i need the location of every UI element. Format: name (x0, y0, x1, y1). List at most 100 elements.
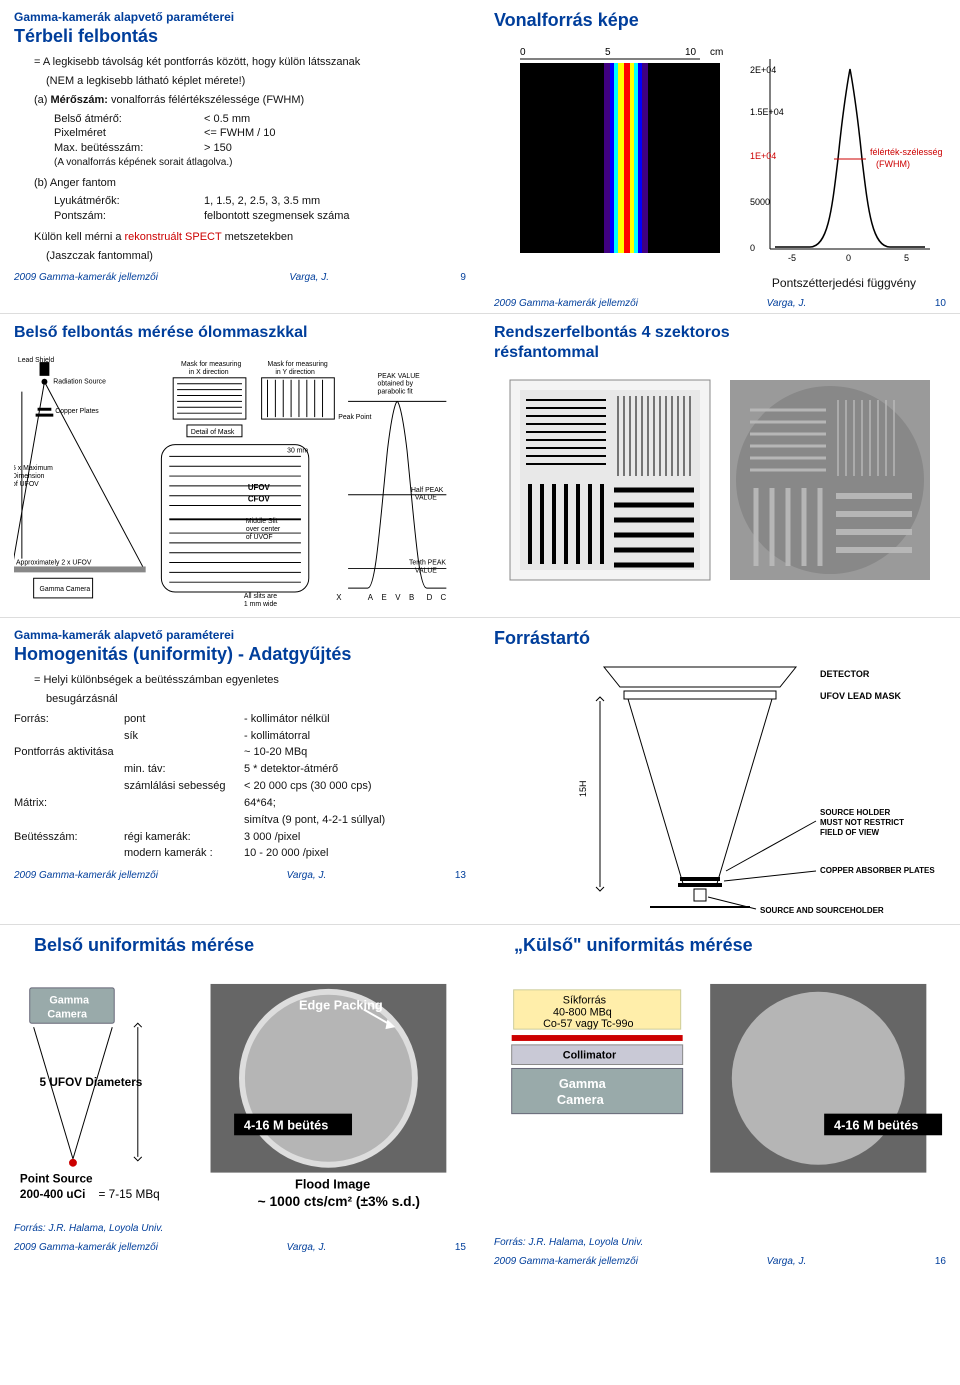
attribution: Forrás: J.R. Halama, Loyola Univ. (14, 1223, 466, 1234)
pretitle: Gamma-kamerák alapvető paraméterei (14, 628, 466, 642)
slit-phantom-figure (494, 370, 946, 600)
svg-text:Gamma: Gamma (559, 1076, 607, 1091)
svg-text:0: 0 (750, 243, 755, 253)
slide-footer: 2009 Gamma-kamerák jellemzői Varga, J. 9 (14, 270, 466, 283)
attribution: Forrás: J.R. Halama, Loyola Univ. (494, 1237, 946, 1248)
svg-text:A: A (368, 593, 374, 602)
svg-text:5 x Maximum: 5 x Maximum (14, 465, 53, 472)
svg-text:X: X (336, 593, 342, 602)
svg-text:30 mm: 30 mm (287, 447, 308, 454)
svg-text:Camera: Camera (47, 1008, 88, 1020)
svg-text:Half PEAK: Half PEAK (411, 487, 444, 494)
extrinsic-uniformity-figure: Síkforrás 40-800 MBq Co-57 vagy Tc-99o C… (494, 964, 946, 1224)
svg-text:DETECTOR: DETECTOR (820, 669, 870, 679)
svg-text:D: D (427, 593, 433, 602)
source-holder-figure: DETECTOR UFOV LEAD MASK 15H SOURCE HOLDE… (494, 657, 946, 917)
slide-footer: 2009 Gamma-kamerák jellemzői Varga, J. 1… (494, 1254, 946, 1267)
svg-text:parabolic fit: parabolic fit (378, 389, 413, 396)
svg-text:40-800 MBq: 40-800 MBq (553, 1006, 612, 1018)
title: Belső uniformitás mérése (34, 935, 466, 956)
svg-text:Camera: Camera (557, 1092, 605, 1107)
svg-text:Lead Shield: Lead Shield (18, 357, 54, 364)
svg-text:Síkforrás: Síkforrás (563, 995, 607, 1007)
svg-text:in Y direction: in Y direction (275, 369, 315, 376)
svg-text:of UVOF: of UVOF (246, 534, 273, 541)
svg-text:Tenth PEAK: Tenth PEAK (409, 560, 446, 567)
svg-text:0: 0 (520, 47, 526, 58)
slide-12: Rendszerfelbontás 4 szektoros résfantomm… (480, 314, 960, 617)
svg-text:obtained by: obtained by (378, 381, 414, 388)
svg-text:= 7-15 MBq: = 7-15 MBq (99, 1188, 160, 1201)
svg-text:VALUE: VALUE (415, 567, 437, 574)
svg-text:4-16 M beütés: 4-16 M beütés (834, 1117, 918, 1132)
intrinsic-uniformity-figure: Gamma Camera 5 UFOV Diameters Point Sour… (14, 964, 466, 1224)
svg-text:CFOV: CFOV (248, 495, 271, 504)
svg-text:Mask for measuring: Mask for measuring (268, 361, 328, 368)
title: Forrástartó (494, 628, 946, 649)
title-line1: Rendszerfelbontás 4 szektoros (494, 324, 946, 342)
slide-footer: 2009 Gamma-kamerák jellemzői Varga, J. 1… (14, 868, 466, 881)
mask-diagram: Lead Shield Radiation Source Copper Plat… (14, 350, 466, 610)
svg-text:Copper Plates: Copper Plates (55, 408, 99, 415)
title: Vonalforrás képe (494, 10, 946, 31)
svg-text:10: 10 (685, 47, 697, 58)
svg-text:5: 5 (904, 253, 909, 263)
slide-14: Forrástartó DETECTOR UFOV LEAD MASK 15H (480, 618, 960, 924)
svg-text:of UFOV: of UFOV (14, 481, 39, 488)
svg-text:4-16 M beütés: 4-16 M beütés (244, 1117, 328, 1132)
svg-text:(FWHM): (FWHM) (876, 159, 910, 169)
svg-text:Middle Slit: Middle Slit (246, 518, 278, 525)
svg-text:SOURCE HOLDER: SOURCE HOLDER (820, 808, 890, 817)
svg-text:Collimator: Collimator (563, 1050, 617, 1062)
slide-13: Gamma-kamerák alapvető paraméterei Homog… (0, 618, 480, 924)
svg-text:Gamma Camera: Gamma Camera (40, 586, 91, 593)
svg-text:SOURCE AND SOURCEHOLDER: SOURCE AND SOURCEHOLDER (760, 906, 884, 915)
svg-text:5000: 5000 (750, 197, 770, 207)
svg-text:5: 5 (605, 47, 611, 58)
svg-text:Approximately 2 x UFOV: Approximately 2 x UFOV (16, 560, 92, 567)
title-line2: résfantommal (494, 344, 946, 362)
svg-text:All slits are: All slits are (244, 593, 277, 600)
svg-text:PEAK VALUE: PEAK VALUE (378, 373, 421, 380)
slide-9: Gamma-kamerák alapvető paraméterei Térbe… (0, 0, 480, 313)
svg-text:Radiation Source: Radiation Source (53, 379, 106, 386)
svg-text:1E+04: 1E+04 (750, 151, 776, 161)
svg-text:Co-57 vagy Tc-99o: Co-57 vagy Tc-99o (543, 1018, 633, 1030)
line-source-figure: 0 5 10 cm (494, 39, 946, 269)
svg-text:Flood Image: Flood Image (295, 1176, 370, 1191)
svg-text:Gamma: Gamma (49, 995, 90, 1007)
svg-text:VALUE: VALUE (415, 495, 437, 502)
svg-text:Detail of Mask: Detail of Mask (191, 429, 235, 436)
svg-text:200-400 uCi: 200-400 uCi (20, 1188, 86, 1201)
spec-table: Forrás:pont- kollimátor nélkül sík- koll… (14, 711, 391, 863)
svg-text:V: V (395, 593, 401, 602)
svg-text:B: B (409, 593, 414, 602)
body: = A legkisebb távolság két pontforrás kö… (14, 55, 466, 264)
svg-text:1.5E+04: 1.5E+04 (750, 107, 784, 117)
title: Belső felbontás mérése ólommaszkkal (14, 324, 466, 342)
svg-text:C: C (440, 593, 446, 602)
svg-text:15H: 15H (578, 780, 588, 797)
svg-text:Peak Point: Peak Point (338, 414, 371, 421)
slide-11: Belső felbontás mérése ólommaszkkal Lead… (0, 314, 480, 617)
svg-text:Mask for measuring: Mask for measuring (181, 361, 241, 368)
pretitle: Gamma-kamerák alapvető paraméterei (14, 10, 466, 24)
slide-footer: 2009 Gamma-kamerák jellemzői Varga, J. 1… (14, 1240, 466, 1253)
svg-text:0: 0 (846, 253, 851, 263)
title: Térbeli felbontás (14, 26, 466, 47)
svg-text:1 mm wide: 1 mm wide (244, 601, 277, 608)
svg-text:2E+04: 2E+04 (750, 65, 776, 75)
svg-text:Edge Packing: Edge Packing (299, 997, 383, 1012)
slide-15: Belső uniformitás mérése Gamma Camera 5 … (0, 925, 480, 1271)
svg-text:-5: -5 (788, 253, 796, 263)
svg-text:Dimension: Dimension (14, 473, 45, 480)
svg-text:over center: over center (246, 526, 281, 533)
title: „Külső" uniformitás mérése (514, 935, 946, 956)
svg-text:in X direction: in X direction (189, 369, 229, 376)
svg-text:MUST NOT RESTRICT: MUST NOT RESTRICT (820, 818, 904, 827)
svg-text:cm: cm (710, 47, 723, 58)
svg-text:UFOV LEAD MASK: UFOV LEAD MASK (820, 691, 902, 701)
svg-text:~ 1000 cts/cm² (±3% s.d.): ~ 1000 cts/cm² (±3% s.d.) (258, 1194, 420, 1209)
svg-text:FIELD OF VIEW: FIELD OF VIEW (820, 828, 880, 837)
svg-text:E: E (381, 593, 386, 602)
